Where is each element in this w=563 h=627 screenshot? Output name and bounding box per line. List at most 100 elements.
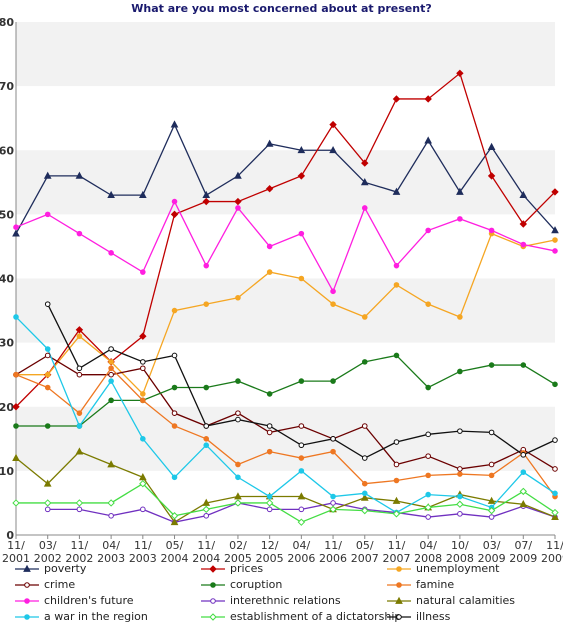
data-point-poverty: [519, 190, 528, 199]
x-tick-label: 02/2005: [224, 539, 252, 565]
data-point-a-war-in-the-region: [76, 423, 83, 429]
data-point-famine: [488, 472, 495, 479]
x-tick-label: 11/2004: [192, 539, 220, 565]
data-point-natural-calamities: [234, 492, 242, 500]
data-point-establishment-of-a-dictatorship: [170, 512, 179, 520]
data-point-prices: [75, 326, 84, 334]
data-point-prices: [297, 172, 306, 180]
legend-swatch: [201, 582, 225, 588]
data-point-interethnic-relations: [488, 514, 495, 520]
data-point-poverty: [487, 142, 496, 150]
data-point-prices: [424, 95, 432, 103]
legend-marker-coruption: [210, 582, 216, 588]
data-point-children-s-future: [235, 205, 241, 211]
legend-marker-famine: [396, 582, 402, 588]
data-point-prices: [456, 69, 464, 78]
data-point-establishment-of-a-dictatorship: [424, 503, 432, 512]
data-point-prices: [139, 332, 147, 340]
series-line-unemployment: [16, 232, 556, 396]
y-tick-label: 40: [0, 273, 14, 286]
data-point-coruption: [44, 423, 51, 429]
data-point-unemployment: [171, 307, 178, 314]
y-tick-label: 0: [6, 529, 14, 542]
data-point-famine: [425, 472, 431, 479]
data-point-children-s-future: [13, 224, 19, 230]
data-point-children-s-future: [425, 227, 431, 234]
data-point-prices: [487, 172, 496, 180]
data-point-poverty: [12, 229, 20, 237]
legend-swatch: [387, 566, 411, 572]
data-point-coruption: [13, 423, 19, 429]
data-point-prices: [519, 220, 528, 228]
data-point-natural-calamities: [392, 496, 401, 504]
data-point-children-s-future: [457, 216, 463, 222]
data-point-natural-calamities: [487, 496, 496, 504]
data-point-famine: [76, 410, 83, 416]
grid-band: [16, 278, 555, 343]
legend-swatch: [387, 582, 411, 588]
data-point-unemployment: [76, 333, 83, 340]
data-point-unemployment: [235, 294, 241, 301]
data-point-poverty: [43, 171, 52, 179]
data-point-illness: [44, 301, 51, 307]
data-point-illness: [520, 452, 527, 458]
x-tick-label: 05/2007: [351, 539, 379, 565]
data-point-famine: [457, 471, 463, 477]
data-point-crime: [266, 429, 273, 436]
data-point-interethnic-relations: [44, 506, 51, 513]
data-point-interethnic-relations: [425, 514, 431, 520]
legend-label: coruption: [230, 578, 283, 591]
data-point-unemployment: [425, 301, 431, 307]
data-point-coruption: [171, 384, 178, 391]
data-point-illness: [298, 442, 305, 449]
series-line-a-war-in-the-region: [15, 316, 556, 514]
data-point-crime: [361, 423, 368, 429]
data-point-famine: [140, 397, 146, 404]
data-point-unemployment: [266, 269, 273, 275]
data-point-natural-calamities: [107, 460, 115, 468]
y-tick-label: 10: [0, 465, 14, 478]
legend-swatch: [387, 614, 411, 620]
legend-label: a war in the region: [44, 610, 148, 623]
data-point-establishment-of-a-dictatorship: [297, 518, 306, 526]
y-tick-label: 70: [0, 80, 14, 93]
legend-marker-interethnic-relations: [210, 598, 216, 604]
data-point-illness: [457, 428, 463, 434]
legend-marker-unemployment: [396, 566, 402, 572]
data-point-a-war-in-the-region: [13, 314, 19, 320]
data-point-interethnic-relations: [266, 506, 273, 513]
data-point-illness: [171, 352, 178, 359]
data-point-crime: [76, 371, 83, 378]
data-point-famine: [393, 477, 400, 484]
legend-label: natural calamities: [416, 594, 516, 607]
data-point-establishment-of-a-dictatorship: [265, 499, 274, 507]
data-point-prices: [202, 197, 210, 206]
data-point-poverty: [75, 171, 84, 179]
data-point-a-war-in-the-region: [44, 346, 51, 352]
data-point-coruption: [266, 391, 273, 397]
legend-label: unemployment: [416, 562, 500, 575]
data-point-children-s-future: [330, 288, 336, 295]
data-point-coruption: [488, 362, 495, 368]
legend-swatch: [387, 596, 411, 604]
data-point-illness: [203, 423, 210, 429]
x-tick-label: 04/2006: [287, 539, 315, 565]
x-tick-label: 04/2003: [97, 539, 125, 565]
data-point-illness: [140, 359, 146, 365]
x-tick-label: 07/2009: [509, 539, 537, 565]
x-tick-label: 12/2005: [256, 539, 284, 565]
legend-label: establishment of a dictatorship: [230, 610, 402, 623]
data-point-unemployment: [298, 275, 305, 282]
data-point-poverty: [456, 187, 464, 195]
x-tick-label: 03/2009: [478, 539, 506, 565]
data-point-poverty: [107, 190, 115, 199]
data-point-natural-calamities: [297, 492, 306, 500]
series-line-establishment-of-a-dictatorship: [16, 482, 556, 523]
legend-swatch: [201, 598, 225, 604]
series-line-children-s-future: [15, 200, 556, 293]
y-tick-label: 60: [0, 144, 14, 157]
data-point-children-s-future: [552, 248, 558, 254]
x-tick-label: 11/2001: [2, 539, 30, 565]
data-point-unemployment: [393, 282, 400, 288]
